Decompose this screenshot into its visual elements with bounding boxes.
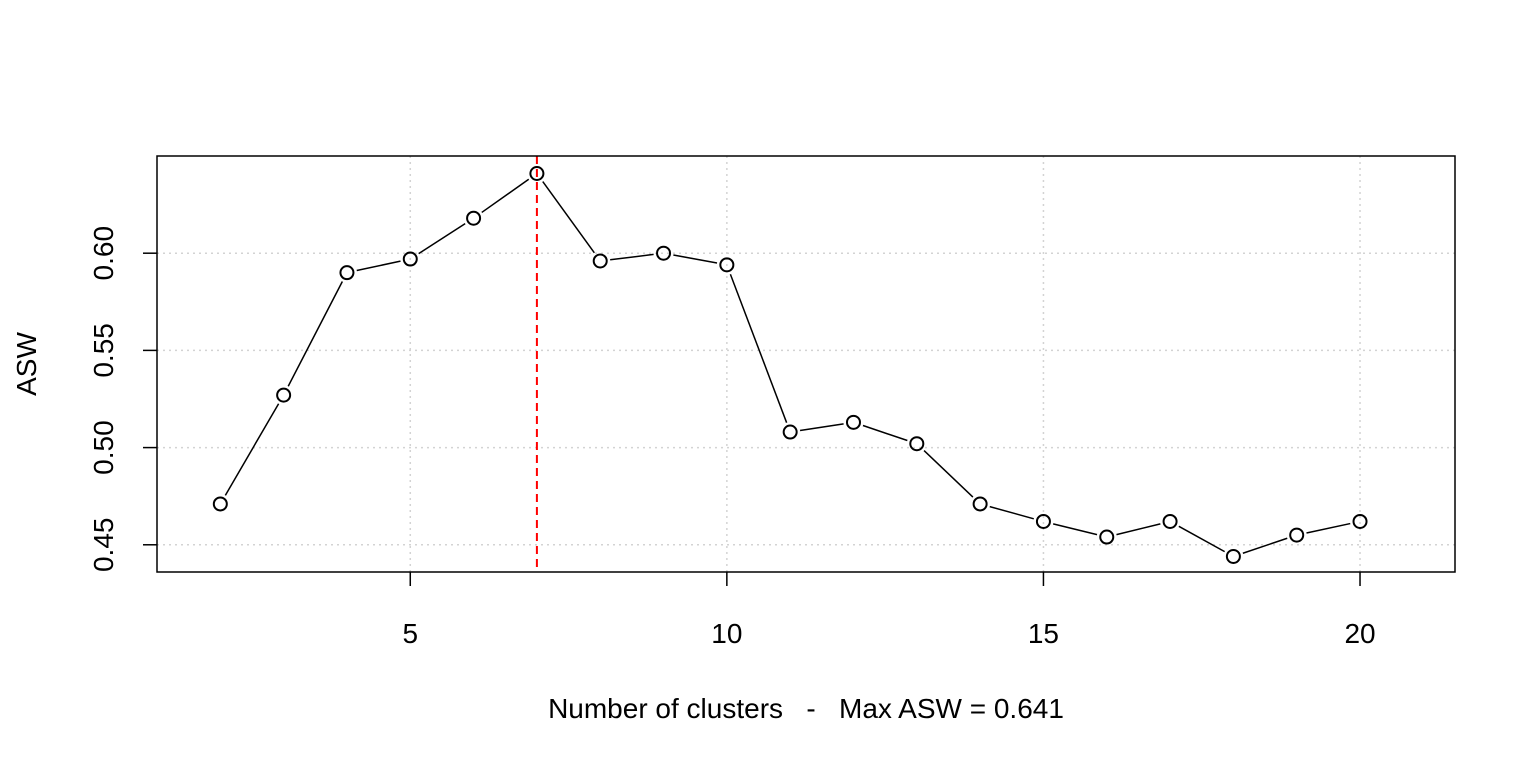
data-point bbox=[782, 424, 798, 440]
y-tick-label: 0.60 bbox=[88, 226, 119, 281]
data-point bbox=[972, 496, 988, 512]
data-point bbox=[529, 165, 545, 181]
data-point bbox=[402, 251, 418, 267]
data-point bbox=[339, 265, 355, 281]
x-axis-label: Number of clusters - Max ASW = 0.641 bbox=[548, 693, 1064, 724]
y-axis-label: ASW bbox=[11, 332, 42, 396]
data-point bbox=[909, 436, 925, 452]
series-line-segment bbox=[542, 181, 595, 254]
series-line-segment bbox=[989, 505, 1034, 520]
x-tick-label: 20 bbox=[1344, 618, 1375, 649]
series-line-segment bbox=[481, 178, 530, 214]
data-point bbox=[212, 496, 228, 512]
data-point bbox=[1035, 513, 1051, 529]
data-point bbox=[1162, 513, 1178, 529]
y-tick-label: 0.55 bbox=[88, 323, 119, 378]
y-tick-label: 0.50 bbox=[88, 420, 119, 475]
series-line-segment bbox=[1178, 525, 1226, 553]
series-line-segment bbox=[287, 281, 344, 387]
series-line-segment bbox=[729, 273, 788, 423]
x-axis: 5 10 15 20 bbox=[402, 572, 1376, 649]
data-point bbox=[1352, 513, 1368, 529]
x-tick-label: 10 bbox=[711, 618, 742, 649]
x-tick-label: 5 bbox=[402, 618, 418, 649]
data-point bbox=[719, 257, 735, 273]
series-line-segment bbox=[1242, 537, 1288, 554]
data-point bbox=[845, 414, 861, 430]
data-point bbox=[466, 210, 482, 226]
y-tick-label: 0.45 bbox=[88, 518, 119, 573]
y-axis: 0.45 0.50 0.55 0.60 bbox=[88, 226, 157, 572]
data-point bbox=[656, 245, 672, 261]
series-line-segment bbox=[1306, 522, 1351, 534]
series-line-segment bbox=[418, 222, 466, 255]
data-point bbox=[276, 387, 292, 403]
series-line-segment bbox=[799, 423, 844, 432]
series-group bbox=[212, 165, 1368, 564]
series-line-segment bbox=[862, 424, 908, 442]
series-line-segment bbox=[610, 253, 654, 261]
x-tick-label: 15 bbox=[1028, 618, 1059, 649]
data-point bbox=[1289, 527, 1305, 543]
data-point bbox=[1225, 548, 1241, 564]
series-line-segment bbox=[1052, 523, 1098, 536]
series-line-segment bbox=[224, 403, 280, 496]
data-point bbox=[592, 253, 608, 269]
data-point bbox=[1099, 529, 1115, 545]
series-line-segment bbox=[673, 254, 718, 264]
plot-frame bbox=[156, 155, 1456, 573]
grid-lines bbox=[157, 156, 1455, 572]
series-line-segment bbox=[923, 450, 974, 498]
series-line-segment bbox=[356, 260, 401, 272]
series-line-segment bbox=[1116, 523, 1161, 536]
